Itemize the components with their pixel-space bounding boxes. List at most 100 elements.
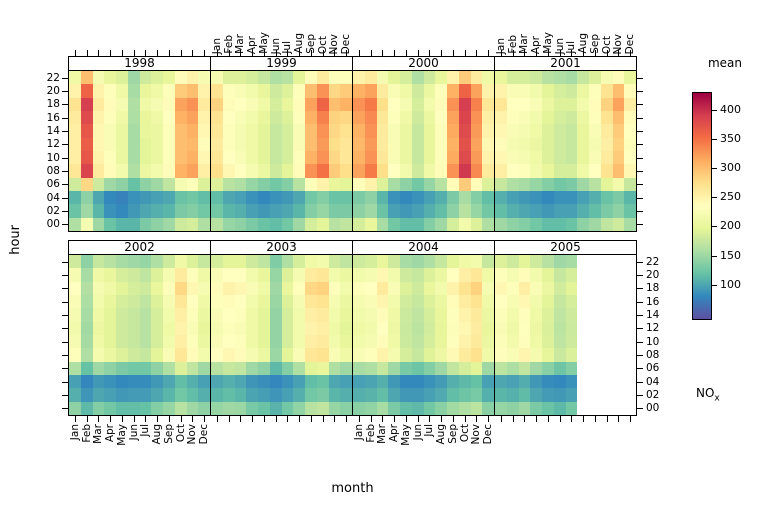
- heatmap-cell: [104, 84, 116, 98]
- heatmap-cell: [624, 308, 636, 322]
- heatmap-cell: [530, 84, 542, 98]
- heatmap-cell: [92, 124, 105, 138]
- heatmap-cell: [198, 268, 210, 282]
- heatmap-cell: [530, 71, 542, 85]
- heatmap-cell: [589, 334, 601, 349]
- heatmap-cell: [411, 401, 424, 415]
- heatmap-cell: [612, 137, 625, 151]
- heatmap-cell: [612, 388, 625, 402]
- heatmap-cell: [624, 348, 636, 362]
- heatmap-cell: [186, 388, 199, 402]
- heatmap-cell: [316, 110, 329, 125]
- heatmap-cell: [340, 281, 352, 295]
- heatmap-cell: [400, 334, 412, 349]
- axis-tick: [62, 157, 68, 159]
- heatmap-cell: [482, 177, 494, 191]
- heatmap-cell: [163, 150, 175, 165]
- heatmap-cell: [316, 281, 329, 295]
- x-axis-title: month: [331, 481, 374, 496]
- heatmap-cell: [388, 97, 400, 111]
- heatmap-cell: [353, 401, 365, 415]
- heatmap-cell: [624, 321, 636, 335]
- heatmap-cell: [458, 84, 471, 98]
- heatmap-cell: [411, 361, 424, 375]
- heatmap-cell: [340, 71, 352, 85]
- heatmap-cell: [458, 401, 471, 415]
- heatmap-cell: [612, 124, 625, 138]
- heatmap-cell: [281, 71, 294, 85]
- heatmap-cell: [423, 204, 436, 218]
- heatmap-cell: [447, 217, 459, 231]
- heatmap-cell: [116, 348, 128, 362]
- heatmap-cell: [186, 137, 199, 151]
- heatmap-cell: [305, 374, 317, 389]
- heatmap-cell: [246, 294, 258, 309]
- heatmap-cell: [353, 268, 365, 282]
- heatmap-cell: [281, 294, 294, 309]
- heatmap-cell: [258, 204, 270, 218]
- heatmap-cell: [104, 190, 116, 205]
- month-tick-label: Oct: [174, 424, 187, 443]
- heatmap-cell: [482, 110, 494, 125]
- heatmap-cell: [116, 110, 128, 125]
- heatmap-cell: [127, 110, 140, 125]
- heatmap-cell: [612, 204, 625, 218]
- heatmap-cell: [423, 110, 436, 125]
- heatmap-cell: [518, 374, 531, 389]
- heatmap-cell: [565, 281, 578, 295]
- heatmap-cell: [423, 308, 436, 322]
- heatmap-cell: [435, 334, 447, 349]
- month-tick-label: Jun: [269, 37, 282, 54]
- heatmap-cell: [69, 177, 81, 191]
- heatmap-cell: [482, 84, 494, 98]
- pollutant-main: NO: [696, 386, 715, 400]
- heatmap-cell: [542, 401, 554, 415]
- heatmap-cell: [340, 321, 352, 335]
- hour-tick-label: 20: [646, 269, 660, 281]
- heatmap-cell: [495, 321, 507, 335]
- heatmap-cell: [69, 348, 81, 362]
- heatmap-cell: [234, 150, 247, 165]
- heatmap-cell: [258, 255, 270, 269]
- heatmap-cell: [328, 71, 341, 85]
- heatmap-cell: [353, 255, 365, 269]
- heatmap-cell: [151, 71, 163, 85]
- month-tick-label: Nov: [470, 424, 483, 445]
- heatmap-cell: [600, 164, 613, 178]
- heatmap-cell: [423, 164, 436, 178]
- heatmap-cell: [269, 164, 282, 178]
- heatmap-cell: [530, 388, 542, 402]
- heatmap-cell: [151, 255, 163, 269]
- heatmap-cell: [482, 374, 494, 389]
- heatmap-cell: [495, 150, 507, 165]
- heatmap-cell: [116, 150, 128, 165]
- heatmap-cell: [234, 190, 247, 205]
- heatmap-cell: [92, 164, 105, 178]
- heatmap-cell: [69, 190, 81, 205]
- heatmap-cell: [116, 97, 128, 111]
- heatmap-cell: [482, 124, 494, 138]
- heatmap-cell: [328, 97, 341, 111]
- axis-tick: [62, 184, 68, 186]
- month-tick-label: Jul: [281, 41, 294, 54]
- axis-tick: [637, 408, 643, 410]
- heatmap-cell: [92, 84, 105, 98]
- heatmap-cell: [612, 361, 625, 375]
- heatmap-cell: [127, 374, 140, 389]
- heatmap-cell: [565, 164, 578, 178]
- heatmap-cell: [163, 110, 175, 125]
- heatmap-cell: [353, 164, 365, 178]
- heatmap-cell: [518, 190, 531, 205]
- heatmap-cell: [269, 84, 282, 98]
- heatmap-cell: [293, 97, 305, 111]
- heatmap-cell: [293, 361, 305, 375]
- heatmap-cell: [305, 321, 317, 335]
- heatmap-cell: [388, 268, 400, 282]
- heatmap-cell: [447, 177, 459, 191]
- heatmap-cell: [600, 361, 613, 375]
- heatmap-cell: [495, 334, 507, 349]
- heatmap-cell: [470, 361, 483, 375]
- axis-tick: [712, 226, 717, 228]
- heatmap-cell: [600, 137, 613, 151]
- heatmap-cell: [376, 124, 389, 138]
